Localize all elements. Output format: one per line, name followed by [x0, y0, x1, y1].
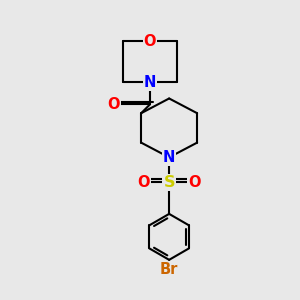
Text: O: O [137, 175, 150, 190]
Text: N: N [144, 75, 156, 90]
Text: O: O [144, 34, 156, 49]
Text: O: O [188, 175, 201, 190]
Text: N: N [163, 150, 175, 165]
Text: O: O [107, 97, 119, 112]
Text: S: S [164, 175, 175, 190]
Text: Br: Br [160, 262, 178, 277]
